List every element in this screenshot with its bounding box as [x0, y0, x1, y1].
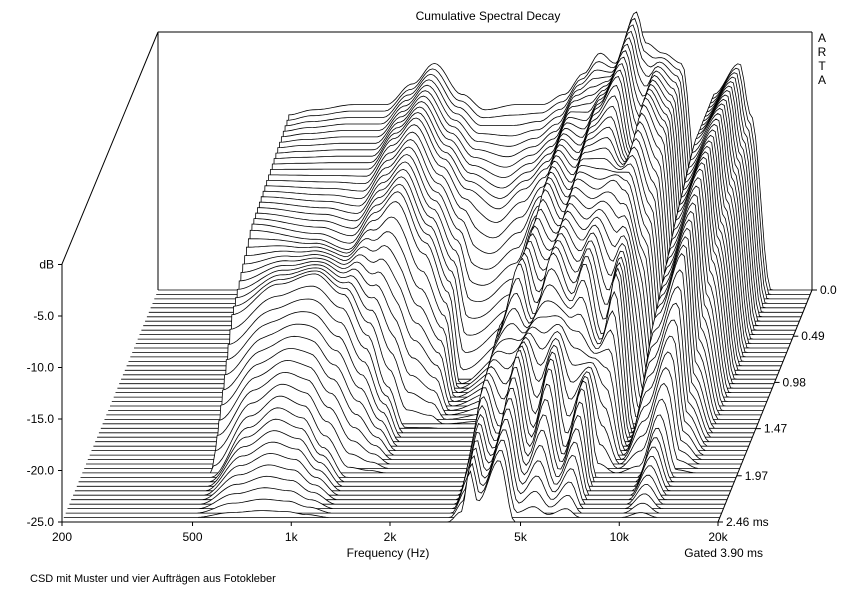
- x-tick-label-5: 10k: [610, 530, 630, 544]
- side-wall-edge: [61, 31, 159, 522]
- y-tick-label-2: -10.0: [27, 361, 55, 375]
- x-tick-label-3: 2k: [384, 530, 398, 544]
- y-tick-label-4: -20.0: [27, 464, 55, 478]
- decay-slice-51: [63, 450, 720, 518]
- time-tick-label-4: 1.97: [745, 469, 769, 483]
- x-tick-label-2: 1k: [285, 530, 299, 544]
- x-tick-label-4: 5k: [514, 530, 528, 544]
- gate-label: Gated 3.90 ms: [684, 546, 763, 560]
- decay-slice-47: [71, 408, 727, 501]
- x-tick-label-1: 500: [183, 530, 203, 544]
- y-tick-label-0: dB: [39, 258, 54, 272]
- time-tick-label-2: 0.98: [783, 375, 807, 389]
- x-tick-label-6: 20k: [708, 530, 728, 544]
- figure-caption: CSD mit Muster und vier Aufträgen aus Fo…: [30, 573, 276, 585]
- time-tick-label-3: 1.47: [764, 422, 788, 436]
- time-tick-label-5: 2.46 ms: [726, 515, 769, 529]
- time-tick-label-1: 0.49: [801, 329, 825, 343]
- brand-letter-2: T: [818, 59, 826, 73]
- brand-letter-1: R: [818, 45, 827, 59]
- x-tick-label-0: 200: [52, 530, 72, 544]
- x-axis-label: Frequency (Hz): [347, 546, 430, 560]
- y-tick-label-3: -15.0: [27, 412, 55, 426]
- chart-title: Cumulative Spectral Decay: [416, 9, 561, 23]
- brand-letter-3: A: [818, 73, 826, 87]
- decay-slice-49: [67, 429, 724, 509]
- decay-slices: [62, 11, 812, 523]
- brand-letter-0: A: [818, 31, 826, 45]
- time-axis-line: [717, 289, 813, 523]
- decay-slice-48: [69, 419, 726, 505]
- y-tick-label-5: -25.0: [27, 515, 55, 529]
- plot-frame: [61, 31, 813, 522]
- decay-slice-50: [65, 439, 722, 514]
- y-tick-label-1: -5.0: [33, 309, 54, 323]
- time-tick-label-0: 0.0: [820, 283, 837, 297]
- axes: 200 500 1k 2k 5k 10k 20k dB -5.0 -10.0 -15.0 -20.0 -…: [27, 31, 837, 544]
